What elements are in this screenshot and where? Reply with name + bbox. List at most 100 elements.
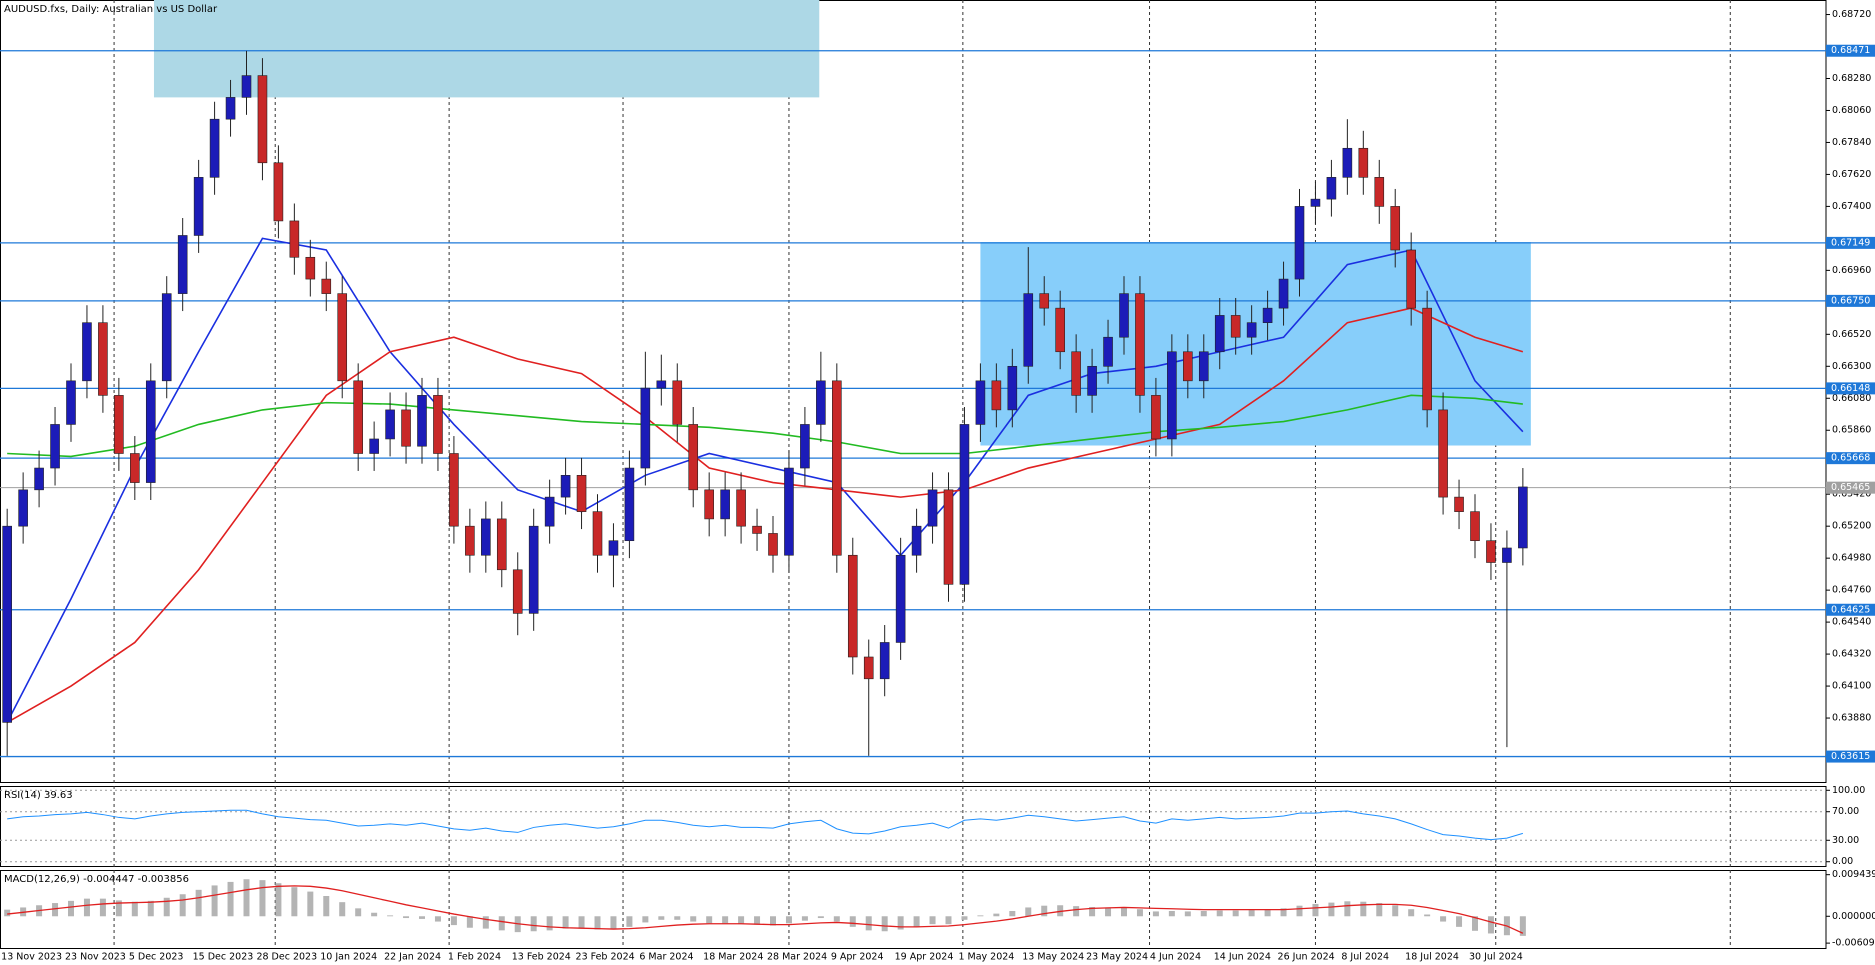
y-tick-label: 0.67620 [1832, 169, 1871, 180]
x-tick-label: 5 Dec 2023 [129, 952, 184, 963]
histogram-bar [131, 901, 138, 917]
candle-body [1246, 322, 1257, 338]
y-tick-label: 0.67400 [1832, 201, 1871, 212]
level-label-box [1826, 452, 1875, 465]
candle-body [257, 75, 268, 164]
histogram-bar [243, 879, 250, 917]
histogram-bar [163, 897, 170, 917]
histogram-bar [1440, 916, 1447, 922]
x-tick-label: 26 Jun 2024 [1278, 952, 1335, 963]
y-tick-label: 0.000000 [1832, 911, 1875, 922]
candle-body [1454, 496, 1464, 512]
level-label-box [1826, 294, 1875, 307]
zone [153, 0, 820, 98]
histogram-bar [722, 916, 729, 924]
histogram-bar [993, 913, 1000, 917]
histogram-bar [706, 916, 713, 924]
candle-body [959, 424, 970, 585]
histogram-bar [115, 900, 122, 917]
level-label: 0.63615 [1831, 751, 1870, 762]
y-tick-label: 0.66300 [1832, 361, 1871, 372]
candle-body [624, 467, 635, 542]
candle-body [1342, 147, 1353, 178]
candle-body [816, 380, 826, 425]
histogram-bar [355, 908, 362, 917]
candle-body [1230, 315, 1241, 338]
histogram-bar [227, 881, 234, 917]
y-tick-label: 0.66960 [1832, 265, 1871, 276]
candle-body [1007, 365, 1018, 411]
x-tick-label: 9 Apr 2024 [831, 952, 884, 963]
candle-body [943, 489, 954, 585]
histogram-bar [1376, 903, 1383, 917]
candle-body [449, 453, 459, 527]
histogram-bar [1392, 905, 1399, 917]
candle-body [481, 518, 491, 556]
histogram-bar [754, 916, 761, 925]
x-tick-label: 1 May 2024 [958, 952, 1014, 963]
histogram-bar [498, 916, 505, 931]
histogram-bar [275, 883, 282, 917]
candle-body [193, 177, 204, 236]
candle-body [1294, 206, 1305, 280]
histogram-bar [1344, 901, 1351, 917]
histogram-bar [610, 916, 617, 930]
histogram-bar [434, 916, 441, 922]
candle-body [1310, 198, 1321, 207]
histogram-bar [307, 891, 314, 917]
histogram-bar [1487, 916, 1494, 934]
level-label: 0.67149 [1831, 237, 1870, 248]
histogram-bar [626, 916, 633, 927]
candle-body [847, 554, 858, 658]
y-tick-label: 0.66520 [1832, 329, 1871, 340]
x-tick-label: 15 Dec 2023 [193, 952, 254, 963]
histogram-bar [658, 916, 665, 920]
candle-body [720, 489, 730, 520]
level-label: 0.64625 [1831, 604, 1870, 615]
x-tick-label: 18 Mar 2024 [703, 952, 763, 963]
histogram-bar [546, 916, 553, 931]
histogram-bar [1009, 910, 1016, 917]
y-tick-label: 100.00 [1832, 785, 1865, 796]
panel-frame [0, 0, 1827, 783]
histogram-bar [817, 916, 824, 919]
level-label-box [1826, 382, 1875, 395]
histogram-bar [482, 916, 489, 929]
histogram-bar [83, 898, 90, 917]
level-label-box [1826, 750, 1875, 763]
histogram-bar [1073, 906, 1080, 917]
x-tick-label: 4 Jun 2024 [1150, 952, 1201, 963]
x-tick-label: 13 Nov 2023 [1, 952, 62, 963]
histogram-bar [929, 916, 936, 925]
y-tick-label: 0.64760 [1832, 585, 1871, 596]
candle-body [369, 438, 379, 454]
candle-body [1406, 249, 1416, 309]
histogram-bar [1232, 910, 1239, 917]
candle-body [1198, 351, 1209, 382]
y-tick-label: 0.64320 [1832, 649, 1871, 660]
y-tick-label: 0.65200 [1832, 521, 1871, 532]
candle-body [417, 395, 427, 447]
candle-body [736, 489, 746, 527]
indicator-line [7, 809, 1524, 841]
y-tick-label: 0.00 [1832, 856, 1853, 867]
candle-body [98, 322, 108, 396]
histogram-bar [1025, 907, 1032, 917]
moving-average [6, 307, 1524, 724]
candle-body [241, 75, 252, 98]
candle-body [544, 496, 555, 527]
x-tick-label: 22 Jan 2024 [384, 952, 441, 963]
candle-body [401, 409, 411, 447]
histogram-bar [833, 916, 840, 922]
panel-frame [0, 870, 1827, 949]
level-label: 0.68471 [1831, 45, 1870, 56]
candle-body [321, 278, 332, 294]
level-label: 0.65668 [1831, 453, 1870, 464]
histogram-bar [1296, 905, 1303, 917]
candle-body [1326, 177, 1337, 200]
histogram-bar [4, 909, 11, 917]
histogram-bar [466, 916, 473, 928]
x-tick-label: 8 Jul 2024 [1341, 952, 1389, 963]
histogram-bar [881, 916, 888, 932]
